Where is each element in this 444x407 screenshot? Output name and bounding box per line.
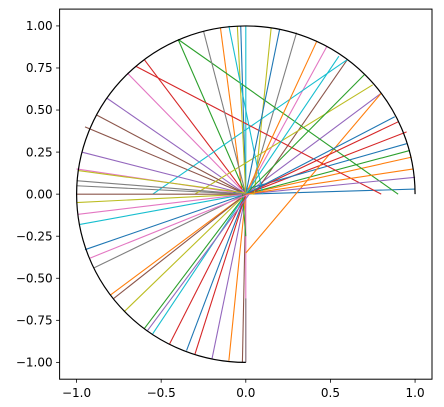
- segment-line: [194, 84, 374, 195]
- segment-line: [245, 149, 411, 195]
- y-tick-label: −0.75: [16, 314, 53, 328]
- segment-line: [110, 193, 247, 296]
- segment-line: [84, 126, 247, 195]
- x-tick-label: −0.5: [147, 386, 176, 400]
- y-tick-label: 0.25: [26, 145, 53, 159]
- segment-line: [240, 25, 247, 195]
- segment-line: [78, 170, 255, 195]
- segment-line: [202, 30, 247, 195]
- segment-line: [228, 194, 247, 361]
- segment-line: [177, 39, 247, 195]
- segment-line: [147, 193, 250, 331]
- segments-layer: [76, 25, 416, 363]
- segment-line: [245, 188, 416, 195]
- segment-line: [76, 185, 246, 195]
- y-tick-label: −0.25: [16, 229, 53, 243]
- segment-line: [245, 168, 414, 195]
- segment-line: [81, 151, 246, 195]
- segment-line: [78, 193, 246, 215]
- segment-line: [245, 176, 416, 195]
- segment-line: [152, 193, 247, 335]
- x-tick-label: 1.0: [406, 386, 425, 400]
- segment-line: [245, 92, 382, 195]
- segment-line: [245, 121, 399, 195]
- segment-line: [152, 59, 348, 195]
- segment-line: [76, 180, 246, 195]
- segment-line: [245, 131, 407, 195]
- segment-line: [106, 97, 247, 195]
- segment-line: [245, 156, 412, 195]
- segment-line: [84, 193, 246, 251]
- y-tick-label: 0.50: [26, 103, 53, 117]
- x-axis-ticks: −1.0 −0.5 0.0 0.5 1.0: [62, 379, 425, 400]
- segment-line: [228, 25, 264, 195]
- x-tick-label: −1.0: [62, 386, 91, 400]
- segment-line: [211, 194, 247, 360]
- segment-line: [253, 59, 348, 195]
- segment-line: [245, 116, 396, 195]
- segment-line: [245, 29, 281, 195]
- segment-line: [245, 74, 365, 195]
- segment-line: [143, 59, 247, 195]
- y-tick-label: 1.00: [26, 19, 53, 33]
- segment-line: [93, 193, 247, 269]
- segment-line: [245, 55, 340, 195]
- segment-line: [194, 193, 247, 355]
- y-tick-label: −0.50: [16, 271, 53, 285]
- segment-line: [236, 25, 247, 195]
- segment-line: [79, 193, 246, 225]
- x-tick-label: 0.0: [236, 386, 255, 400]
- segment-line: [245, 45, 328, 195]
- segment-line: [186, 193, 247, 351]
- segment-line: [177, 38, 399, 195]
- y-tick-label: −1.00: [16, 356, 53, 370]
- segment-line: [96, 114, 247, 195]
- segment-line: [123, 193, 247, 313]
- segment-line: [113, 193, 247, 299]
- segment-line: [245, 40, 318, 195]
- segment-line: [241, 194, 247, 237]
- segment-line: [143, 193, 247, 330]
- segment-line: [89, 193, 250, 259]
- segment-line: [126, 72, 247, 195]
- y-axis-ticks: 1.00 0.75 0.50 0.25 0.00 −0.25 −0.50 −0.75 −1.00: [16, 19, 60, 370]
- y-tick-label: 0.00: [26, 187, 53, 201]
- y-tick-label: 0.75: [26, 61, 53, 75]
- boundary-arc: [75, 25, 416, 363]
- segment-line: [245, 92, 382, 254]
- segment-line: [169, 193, 247, 345]
- x-tick-label: 0.5: [321, 386, 340, 400]
- segment-line: [241, 194, 247, 363]
- segment-line: [76, 193, 246, 204]
